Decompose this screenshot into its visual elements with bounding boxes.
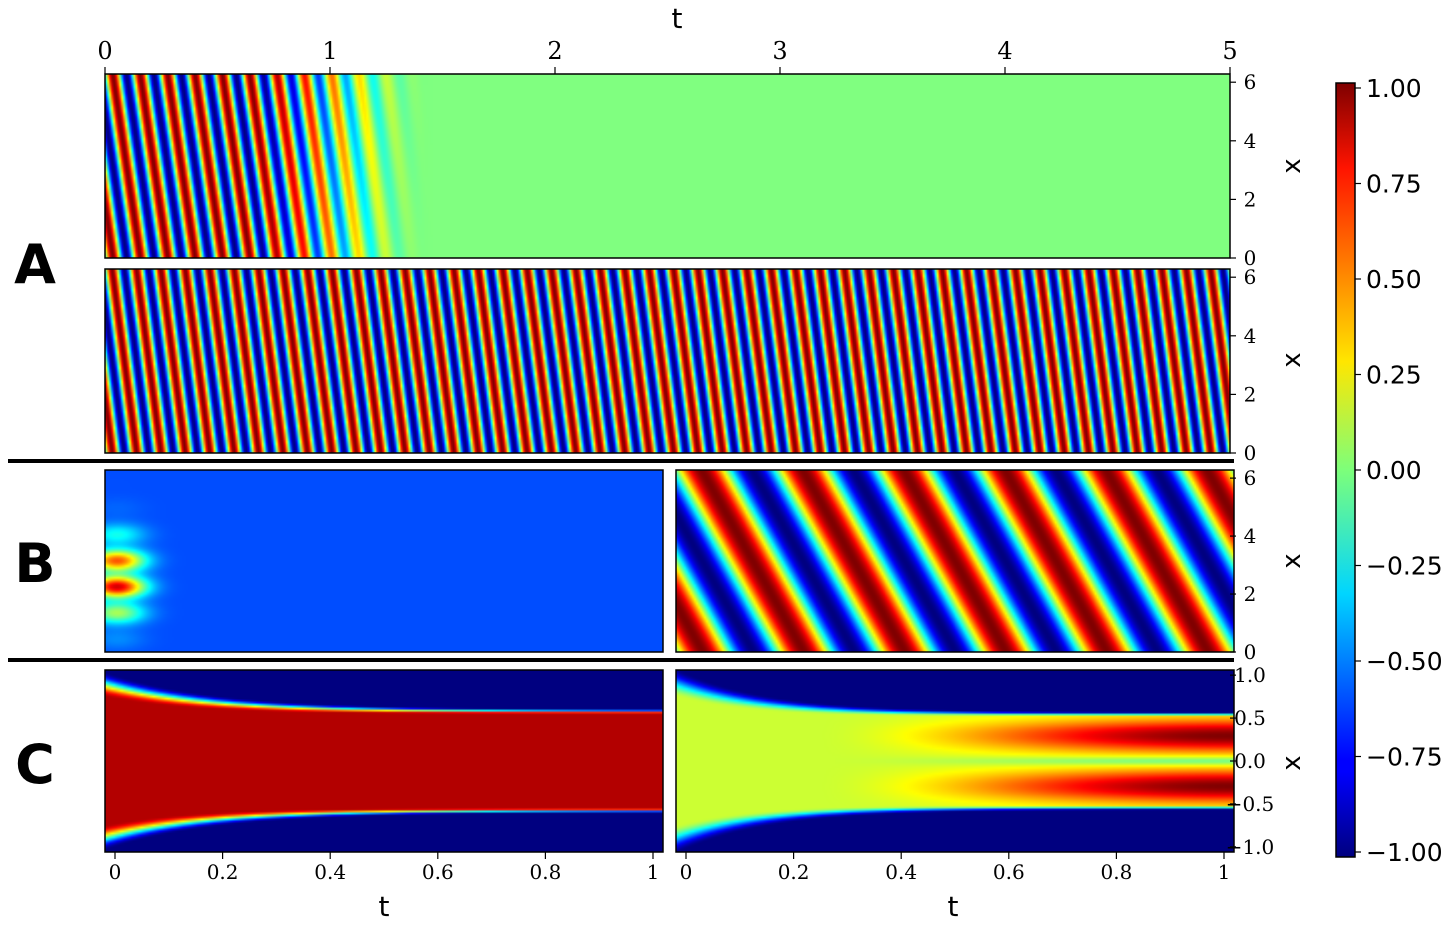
- panel-label-b: B: [14, 532, 55, 595]
- colorbar-tick-label: 0.25: [1366, 361, 1422, 390]
- y-tick-label: 0: [1244, 640, 1257, 664]
- bottom-axis-ticks-left: 0 0.2 0.4 0.6 0.8 1: [109, 852, 660, 884]
- y-tick-label: 6: [1244, 466, 1257, 490]
- y-tick-label: 2: [1244, 187, 1257, 211]
- colorbar-tick-label: 0.00: [1366, 456, 1422, 485]
- colorbar-tick-label: −0.75: [1366, 743, 1443, 772]
- y-tick-label: 0: [1244, 246, 1257, 270]
- y-tick-label: 0: [1244, 441, 1257, 465]
- y-tick-label: 1.0: [1234, 663, 1266, 687]
- y-tick-label: −0.5: [1226, 792, 1275, 816]
- frame-b-right: [675, 469, 1235, 653]
- y-tick-label: 0.0: [1234, 749, 1266, 773]
- top-tick-label: 2: [547, 37, 562, 65]
- y-tick-label: 2: [1244, 382, 1257, 406]
- colorbar-tick-label: −1.00: [1366, 838, 1443, 867]
- frame-a-bottom: [104, 268, 1231, 454]
- bottom-tick-label: 1: [1218, 860, 1231, 884]
- frame-b-left: [104, 469, 664, 653]
- colorbar-tick-label: 1.00: [1366, 74, 1422, 103]
- ylabel-b: x: [1277, 553, 1307, 568]
- y-tick-label: 2: [1244, 582, 1257, 606]
- y-tick-label: 4: [1244, 324, 1257, 348]
- top-tick-label: 0: [97, 37, 112, 65]
- colorbar-tick-label: 0.75: [1366, 170, 1422, 199]
- bottom-tick-label: 1: [647, 860, 660, 884]
- bottom-axis-label-right: t: [948, 890, 959, 923]
- y-tick-label: 6: [1244, 265, 1257, 289]
- bottom-tick-label: 0.6: [993, 860, 1025, 884]
- bottom-tick-label: 0.2: [778, 860, 810, 884]
- frame-a-top: [104, 73, 1231, 259]
- colorbar-tick-label: −0.50: [1366, 647, 1443, 676]
- top-axis-label: t: [672, 2, 683, 35]
- bottom-tick-label: 0.4: [314, 860, 346, 884]
- heatmap-c-right: [676, 670, 1234, 852]
- bottom-tick-label: 0: [109, 860, 122, 884]
- ylabel-a-bottom: x: [1277, 352, 1307, 367]
- colorbar: [1335, 82, 1356, 858]
- y-tick-label: 6: [1244, 70, 1257, 94]
- panel-label-c: C: [15, 733, 55, 796]
- y-tick-label: 4: [1244, 129, 1257, 153]
- heatmap-b-right: [676, 470, 1234, 652]
- bottom-tick-label: 0.4: [885, 860, 917, 884]
- bottom-tick-label: 0.6: [422, 860, 454, 884]
- top-tick-label: 1: [322, 37, 337, 65]
- bottom-tick-label: 0.8: [1100, 860, 1132, 884]
- heatmap-c-left: [105, 670, 663, 852]
- y-tick-label: 0.5: [1234, 706, 1266, 730]
- bottom-axis-ticks-right: 0 0.2 0.4 0.6 0.8 1: [680, 852, 1231, 884]
- bottom-tick-label: 0: [680, 860, 693, 884]
- y-tick-label: −1.0: [1226, 835, 1275, 859]
- top-axis-ticks: 0 1 2 3 4 5: [97, 37, 1238, 74]
- y-tick-label: 4: [1244, 524, 1257, 548]
- heatmap-a-top: [105, 74, 1230, 258]
- heatmap-b-left: [105, 470, 663, 652]
- top-tick-label: 5: [1222, 37, 1237, 65]
- ylabel-c: x: [1277, 755, 1307, 770]
- ylabel-a-top: x: [1277, 158, 1307, 173]
- bottom-axis-label-left: t: [379, 890, 390, 923]
- frame-c-left: [104, 669, 664, 853]
- bottom-tick-label: 0.2: [207, 860, 239, 884]
- colorbar-ticks: 1.00 0.75 0.50 0.25 0.00 −0.25 −0.50 −0.75 −1.00: [1355, 74, 1443, 867]
- colorbar-tick-label: −0.25: [1366, 552, 1443, 581]
- top-tick-label: 4: [997, 37, 1012, 65]
- top-tick-label: 3: [772, 37, 787, 65]
- panel-label-a: A: [14, 233, 56, 296]
- bottom-tick-label: 0.8: [529, 860, 561, 884]
- colorbar-tick-label: 0.50: [1366, 265, 1422, 294]
- heatmap-a-bottom: [105, 269, 1230, 453]
